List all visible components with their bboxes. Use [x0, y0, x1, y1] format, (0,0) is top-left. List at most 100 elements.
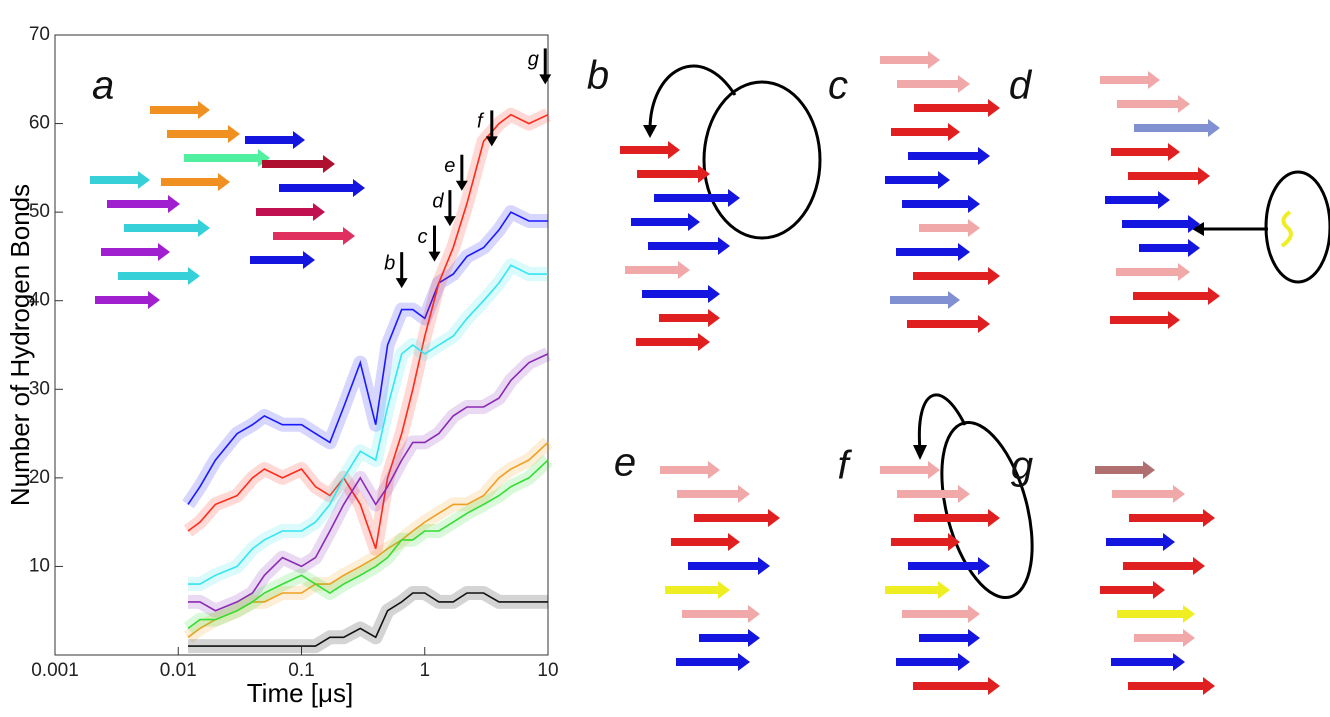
arrow-head	[643, 125, 657, 138]
strand	[902, 195, 980, 213]
strand	[1095, 461, 1155, 479]
panel-label: c	[828, 64, 848, 108]
strand	[897, 75, 970, 93]
y-tick-label: 50	[29, 201, 50, 222]
strand	[620, 141, 680, 159]
arrow-head	[1192, 222, 1204, 236]
series-line	[187, 211, 548, 505]
strand	[256, 203, 325, 221]
series-line	[187, 459, 549, 630]
strand	[648, 237, 730, 255]
y-tick-label: 40	[29, 290, 50, 311]
strand	[1134, 629, 1195, 647]
strand	[919, 219, 980, 237]
strand	[897, 485, 970, 503]
y-tick-label: 30	[29, 378, 50, 399]
annotation-arrow-head	[395, 278, 408, 289]
strand	[1100, 71, 1160, 89]
strand	[118, 267, 200, 285]
strand	[890, 291, 960, 309]
strand	[637, 165, 710, 183]
strand	[1128, 167, 1210, 185]
strand	[1128, 677, 1215, 695]
panel-label: g	[1011, 444, 1033, 488]
annotation-label: g	[528, 49, 539, 71]
strand	[914, 509, 1000, 527]
panel-label: b	[587, 54, 609, 98]
strand	[631, 213, 700, 231]
strand	[262, 155, 335, 173]
strand	[1111, 143, 1180, 161]
strand	[880, 51, 940, 69]
strand	[896, 243, 970, 261]
strand	[896, 653, 970, 671]
annotation-label: d	[432, 190, 444, 212]
strand	[636, 333, 710, 351]
series-line	[188, 353, 549, 612]
highlight-ellipse	[1264, 170, 1330, 284]
x-tick-label: 0.1	[288, 660, 314, 681]
strand	[914, 99, 1000, 117]
highlight-ellipse	[940, 420, 1034, 600]
strand	[676, 653, 750, 671]
strand	[908, 147, 990, 165]
annotation-label: c	[418, 226, 428, 248]
strand	[677, 485, 750, 503]
strand	[880, 461, 940, 479]
strand	[1106, 533, 1175, 551]
y-tick-label: 10	[29, 555, 50, 576]
strand	[95, 291, 160, 309]
panel-label: e	[614, 441, 636, 485]
strand	[101, 243, 170, 261]
highlight-ellipse	[702, 80, 822, 240]
strand	[279, 179, 365, 197]
strand	[273, 227, 355, 245]
strand	[919, 629, 980, 647]
strand	[1116, 263, 1190, 281]
strand	[913, 267, 1000, 285]
strand	[891, 533, 960, 551]
x-axis-title: Time [μs]	[247, 678, 353, 708]
strand	[902, 605, 980, 623]
strand	[245, 131, 305, 149]
annotation-label: b	[384, 252, 395, 274]
strand	[891, 123, 960, 141]
strand	[1139, 239, 1200, 257]
annotation-label: f	[477, 111, 485, 133]
strand	[660, 461, 720, 479]
series-line	[188, 592, 548, 647]
peptide	[1280, 210, 1293, 248]
structures	[90, 51, 1330, 695]
x-tick-label: 10	[537, 660, 558, 681]
strand	[665, 581, 730, 599]
strand	[1117, 605, 1195, 623]
strand	[1129, 509, 1215, 527]
annotation-arrow-head	[428, 251, 441, 262]
y-tick-label: 60	[29, 113, 50, 134]
strand	[908, 557, 990, 575]
strand	[659, 309, 720, 327]
arrow-head	[913, 445, 927, 460]
y-tick-label: 70	[29, 24, 50, 45]
strand	[885, 581, 950, 599]
annotation-arrow-head	[455, 180, 468, 191]
series-line	[187, 113, 549, 549]
strand	[682, 605, 760, 623]
curved-arrow	[648, 64, 737, 131]
strand	[699, 629, 760, 647]
strand	[161, 173, 230, 191]
annotation-arrow-head	[539, 74, 552, 85]
strand	[124, 219, 210, 237]
strand	[1112, 485, 1185, 503]
panel-label: a	[92, 64, 114, 108]
strand	[1105, 191, 1170, 209]
x-tick-label: 1	[419, 660, 430, 681]
strand	[907, 315, 990, 333]
strand	[654, 189, 740, 207]
strand	[90, 171, 150, 189]
strand	[1122, 215, 1200, 233]
strand	[1117, 95, 1190, 113]
annotation-label: e	[444, 155, 455, 177]
strand	[625, 261, 690, 279]
